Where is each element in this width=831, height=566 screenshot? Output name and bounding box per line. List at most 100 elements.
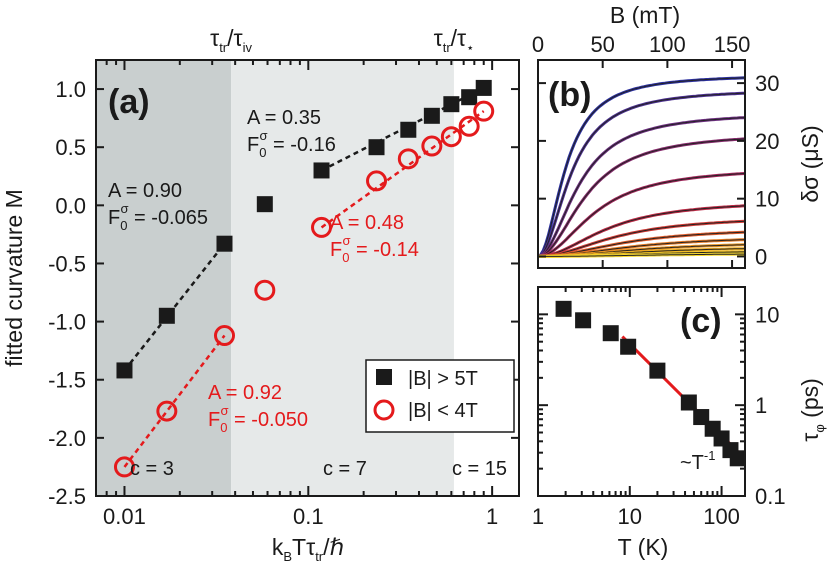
b-panel-label: (b) bbox=[548, 76, 591, 114]
point-high-8 bbox=[443, 96, 460, 113]
a-ytick-label-2: 0.0 bbox=[55, 193, 86, 218]
ann-a048-A: A = 0.48 bbox=[330, 212, 404, 234]
point-low-0 bbox=[113, 456, 135, 478]
a-frame bbox=[95, 59, 520, 497]
a-panel-label: (a) bbox=[108, 83, 150, 121]
a-ytick-label-4: -1.0 bbox=[48, 310, 86, 335]
legend-label-low: |B| < 4T bbox=[408, 400, 478, 422]
point-low-1 bbox=[156, 400, 178, 422]
b-xlabel: B (mT) bbox=[610, 2, 680, 28]
b-fit-curve-6 bbox=[538, 220, 746, 257]
c-point-1 bbox=[575, 312, 592, 329]
point-high-6 bbox=[400, 121, 417, 138]
point-low-7 bbox=[421, 135, 443, 157]
panel-a: 1.0 0.5 0.0 -0.5 -1.0 -1.5 -2.0 -2.5 0.01 0.1 1 (a… bbox=[1, 25, 520, 564]
b-fit-curve-5 bbox=[538, 205, 746, 257]
ann-a092-A: A = 0.92 bbox=[208, 382, 282, 404]
c-ticks: 1 10 100 10 1 0.1 bbox=[532, 286, 786, 529]
b-ylabel: δσ (μS) bbox=[797, 125, 823, 202]
ann-a035-A: A = 0.35 bbox=[247, 107, 321, 129]
b-ytick-label-3: 30 bbox=[755, 71, 779, 96]
b-fit-curve-3 bbox=[537, 138, 746, 257]
c-xtick-label-0: 1 bbox=[532, 504, 544, 529]
point-high-5 bbox=[368, 139, 385, 156]
annotation-a090: A = 0.90 F0σ = -0.065 bbox=[108, 180, 208, 233]
point-low-4 bbox=[311, 216, 333, 238]
top-label-tau-iv: τtr/τiv bbox=[210, 25, 252, 55]
b-fit-curve-12 bbox=[538, 253, 745, 257]
region-label-c3: c = 3 bbox=[130, 458, 174, 480]
c-fit-label: ~T-1 bbox=[680, 448, 715, 474]
legend-label-high: |B| > 5T bbox=[408, 368, 478, 390]
point-low-9 bbox=[458, 115, 480, 137]
a-points bbox=[113, 79, 495, 478]
b-curves bbox=[537, 76, 746, 258]
b-ticks: 0 50 100 150 0 10 20 30 bbox=[532, 32, 780, 269]
b-fit-curve-7 bbox=[538, 231, 746, 257]
c-frame bbox=[537, 286, 746, 497]
panel-c: 1 10 100 10 1 0.1 (c) ~T-1 T (K) τφ (ps) bbox=[532, 286, 827, 560]
c-points bbox=[555, 300, 746, 467]
a-ytick-label-0: 1.0 bbox=[55, 77, 86, 102]
b-ytick-label-0: 0 bbox=[755, 244, 767, 269]
b-xtick-label-3: 150 bbox=[714, 32, 751, 57]
c-point-4 bbox=[649, 362, 666, 379]
c-point-0 bbox=[555, 300, 572, 317]
ann-a035-F: F0σ = -0.16 bbox=[247, 128, 336, 160]
ann-a048-F: F0σ = -0.14 bbox=[330, 233, 419, 265]
a-xtick-label-2: 1 bbox=[486, 504, 498, 529]
region-0 bbox=[96, 60, 232, 496]
ann-a090-F: F0σ = -0.065 bbox=[108, 201, 208, 233]
a-ytick-label-5: -1.5 bbox=[48, 368, 86, 393]
b-fit-curve-2 bbox=[537, 117, 746, 257]
a-ytick-label-3: -0.5 bbox=[48, 251, 86, 276]
point-high-0 bbox=[116, 362, 133, 379]
top-label-tau-star: τtr/τ⋆ bbox=[434, 25, 475, 55]
point-low-5 bbox=[366, 170, 388, 192]
c-ytick-label-1: 1 bbox=[755, 393, 767, 418]
c-ytick-label-2: 0.1 bbox=[755, 484, 786, 509]
point-high-4 bbox=[313, 162, 330, 179]
b-xtick-label-0: 0 bbox=[532, 32, 544, 57]
region-label-c7: c = 7 bbox=[323, 458, 367, 480]
panel-b: 0 50 100 150 0 10 20 30 (b) B (mT) δσ (μS) bbox=[532, 2, 823, 269]
b-xtick-label-1: 50 bbox=[590, 32, 614, 57]
b-frame bbox=[537, 59, 746, 269]
legend-circle-marker bbox=[373, 399, 395, 421]
point-low-3 bbox=[254, 279, 276, 301]
a-regions bbox=[96, 60, 519, 496]
annotation-a092: A = 0.92 F0σ = -0.050 bbox=[208, 382, 308, 435]
b-fit-curve-0 bbox=[537, 77, 746, 257]
b-xtick-label-2: 100 bbox=[649, 32, 686, 57]
c-ylabel: τφ (ps) bbox=[797, 378, 827, 442]
c-xtick-label-1: 10 bbox=[618, 504, 642, 529]
a-xtick-label-0: 0.01 bbox=[103, 504, 146, 529]
c-ytick-label-0: 10 bbox=[755, 302, 779, 327]
a-ytick-label-7: -2.5 bbox=[48, 484, 86, 509]
region-label-c15: c = 15 bbox=[452, 458, 507, 480]
point-high-7 bbox=[423, 107, 440, 124]
a-xtick-label-1: 0.1 bbox=[293, 504, 324, 529]
annotation-a035: A = 0.35 F0σ = -0.16 bbox=[247, 107, 336, 160]
legend-square-marker bbox=[376, 369, 392, 385]
c-panel-label: (c) bbox=[680, 302, 722, 340]
a-ytick-label-6: -2.0 bbox=[48, 426, 86, 451]
ann-a090-A: A = 0.90 bbox=[108, 180, 182, 202]
c-point-3 bbox=[620, 338, 637, 355]
a-ticks: 1.0 0.5 0.0 -0.5 -1.0 -1.5 -2.0 -2.5 0.01 0.1 1 bbox=[48, 60, 519, 529]
point-high-2 bbox=[216, 235, 233, 252]
point-high-9 bbox=[461, 89, 478, 106]
b-ytick-label-2: 20 bbox=[755, 129, 779, 154]
legend: |B| > 5T |B| < 4T bbox=[365, 359, 515, 433]
fit-line-2 bbox=[123, 334, 226, 468]
c-point-10 bbox=[729, 450, 746, 467]
b-fit-curve-4 bbox=[537, 173, 746, 257]
point-low-6 bbox=[397, 148, 419, 170]
point-low-2 bbox=[213, 325, 235, 347]
point-low-8 bbox=[440, 126, 462, 148]
point-high-1 bbox=[158, 307, 175, 324]
a-ylabel: fitted curvature M bbox=[1, 189, 27, 367]
b-curve-4 bbox=[537, 172, 746, 258]
point-high-3 bbox=[256, 196, 273, 213]
